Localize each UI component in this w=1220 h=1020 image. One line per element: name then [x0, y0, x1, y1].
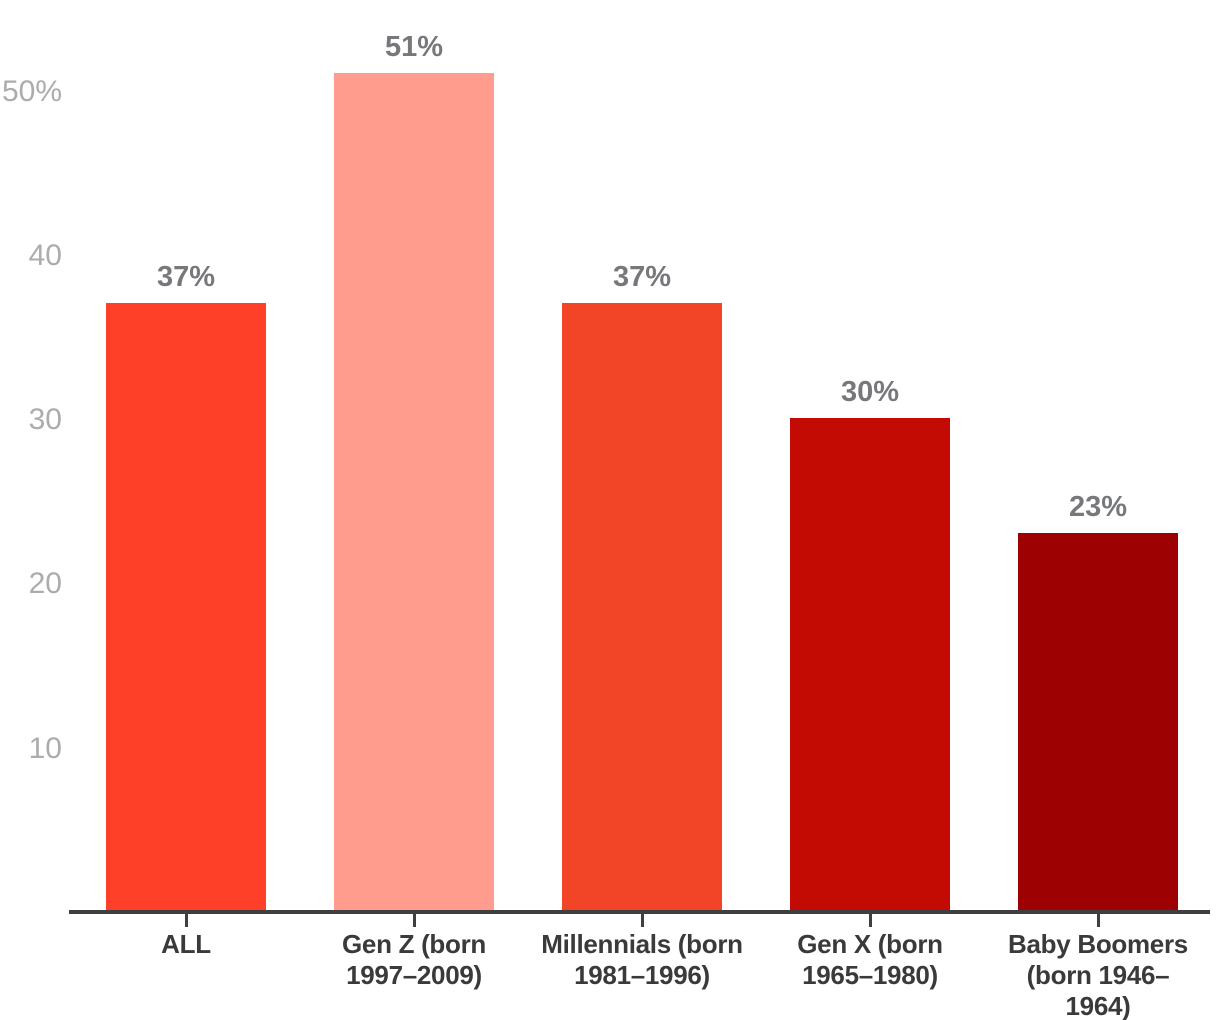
- x-axis-label-line: 1997–2009): [346, 960, 482, 990]
- x-axis-tick-mark: [869, 914, 872, 927]
- x-axis-label-line: Millennials (born: [541, 929, 743, 959]
- x-axis-label-line: 1981–1996): [574, 960, 710, 990]
- y-axis-tick-label: 30: [28, 403, 62, 437]
- x-axis-label-line: 1964): [1065, 991, 1131, 1020]
- value-label-millennials: 37%: [612, 261, 672, 294]
- x-axis-label-line: Gen Z (born: [341, 929, 487, 959]
- bar-gen-x: [790, 418, 950, 911]
- x-axis-label-line: 1965–1980): [802, 960, 938, 990]
- bar-baby-boomers: [1018, 533, 1178, 911]
- y-axis-tick-label: 20: [28, 567, 62, 601]
- x-axis-label-line: ALL: [161, 929, 211, 959]
- value-label-gen-x: 30%: [840, 376, 900, 409]
- x-axis-line: [69, 910, 1210, 914]
- x-axis-label-gen-x: Gen X (born 1965–1980): [755, 929, 985, 991]
- x-axis-tick-mark: [413, 914, 416, 927]
- x-axis-label-gen-z: Gen Z (born 1997–2009): [299, 929, 529, 991]
- x-axis-tick-mark: [641, 914, 644, 927]
- x-axis-tick-mark: [1097, 914, 1100, 927]
- x-axis-label-all: ALL: [71, 929, 301, 960]
- y-axis-tick-label: 50%: [1, 74, 62, 108]
- y-axis-tick-label: 10: [28, 731, 62, 765]
- x-axis-tick-mark: [185, 914, 188, 927]
- bar-gen-z: [334, 73, 494, 911]
- x-axis-label-line: (born 1946–: [1026, 960, 1170, 990]
- value-label-gen-z: 51%: [384, 31, 444, 64]
- x-axis-label-baby-boomers: Baby Boomers (born 1946– 1964): [983, 929, 1213, 1020]
- value-label-baby-boomers: 23%: [1068, 491, 1128, 524]
- bar-millennials: [562, 303, 722, 911]
- bar-all: [106, 303, 266, 911]
- x-axis-label-line: Baby Boomers: [1008, 929, 1188, 959]
- x-axis-label-line: Gen X (born: [797, 929, 943, 959]
- value-label-all: 37%: [156, 261, 216, 294]
- x-axis-label-millennials: Millennials (born 1981–1996): [527, 929, 757, 991]
- y-axis-tick-label: 40: [28, 238, 62, 272]
